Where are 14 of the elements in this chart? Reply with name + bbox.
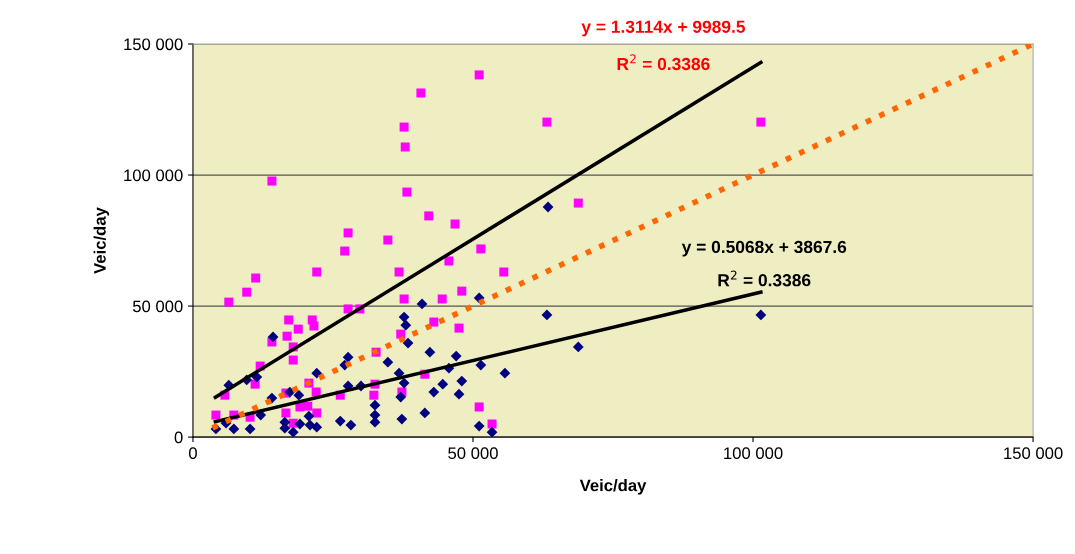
y-tick-label: 50 000 — [132, 300, 183, 313]
y-tick-label: 150 000 — [124, 38, 183, 51]
x-tick-label: 50 000 — [448, 447, 498, 460]
x-tick-label: 0 — [188, 447, 197, 460]
y-tick-label: 0 — [174, 431, 183, 444]
annotation: R$^{2}$ = 0.3386 — [617, 54, 710, 71]
text: y = 1.3114x + 9989.5 — [581, 20, 746, 37]
y-tick-label: 100 000 — [124, 169, 183, 182]
x-tick-label: 100 000 — [724, 447, 783, 460]
x-axis-title: Veic/day — [579, 479, 647, 495]
annotation: R$^{2}$ = 0.3386 — [718, 270, 811, 287]
y-axis-title: Veic/day — [93, 207, 110, 274]
annotation: y = 0.5068x + 3867.6 — [681, 240, 847, 257]
x-tick-label: 150 000 — [1004, 447, 1063, 460]
